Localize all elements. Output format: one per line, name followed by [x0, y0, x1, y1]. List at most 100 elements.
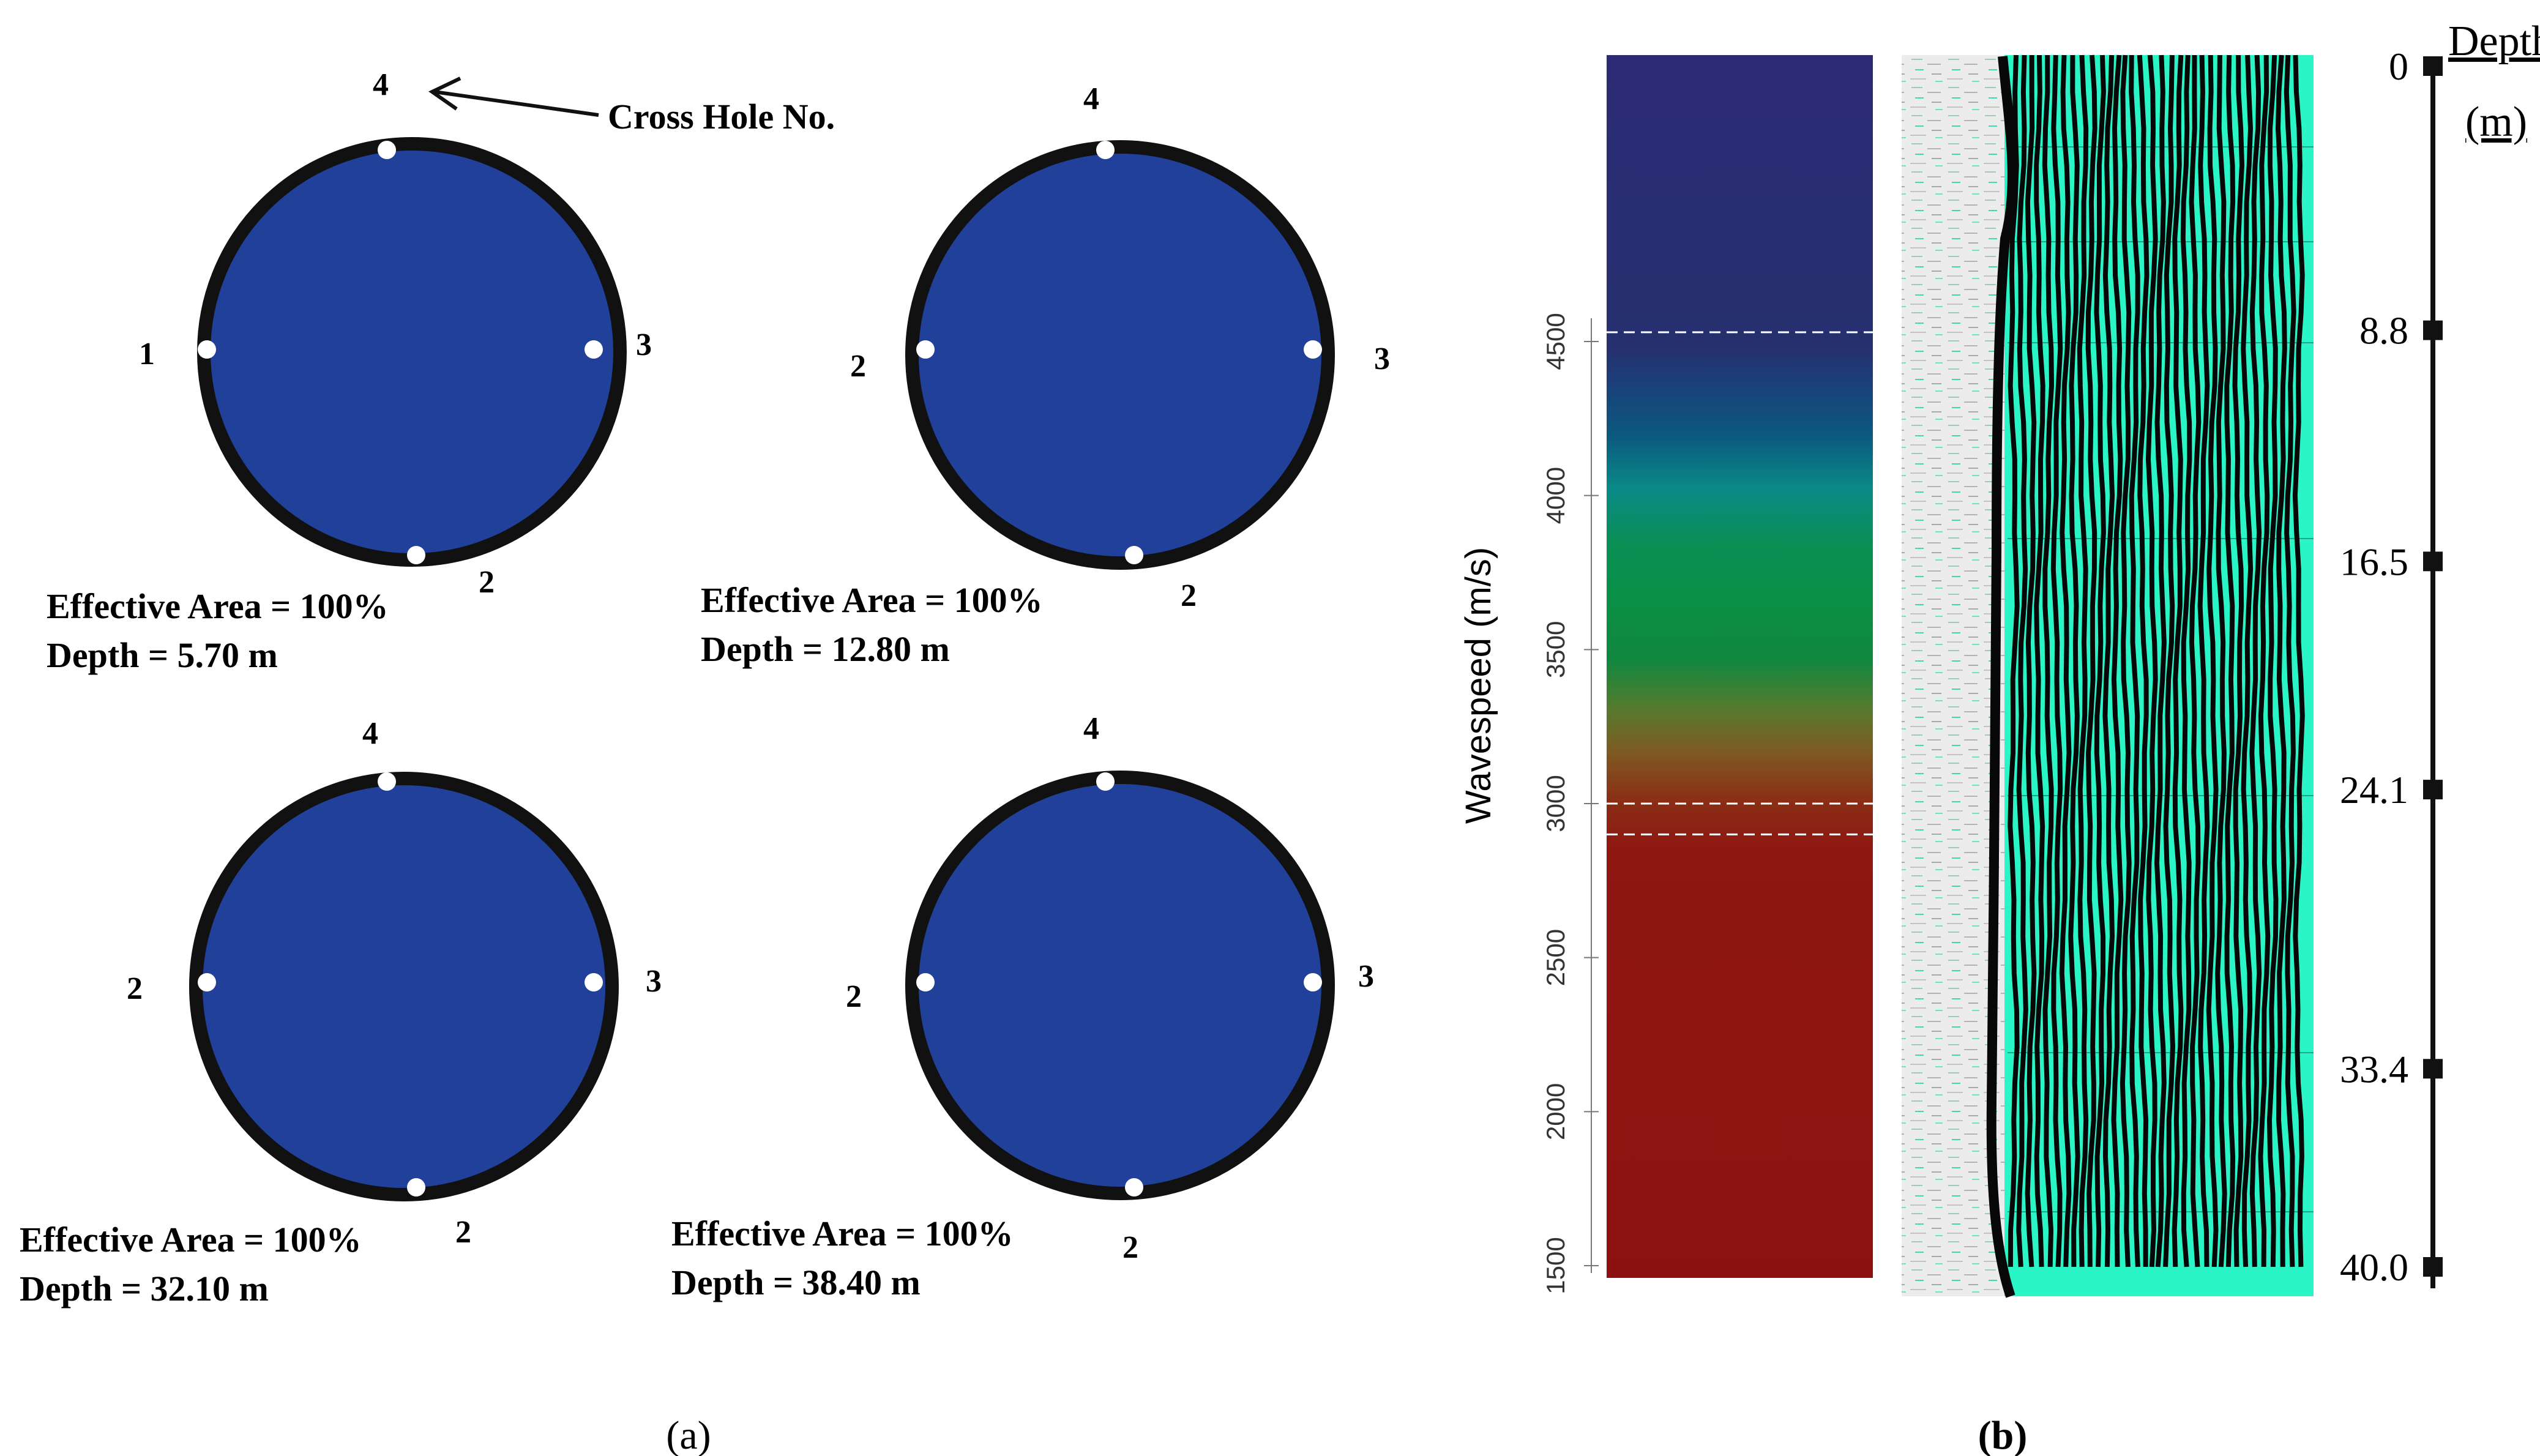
effective-area-text: Effective Area = 100% [701, 580, 1043, 620]
seismic-trace-line [2180, 54, 2192, 1267]
depth-mark-label: 33.4 [2340, 1047, 2408, 1091]
depth-mark-label: 0 [2389, 45, 2408, 88]
cross-hole-left [198, 973, 216, 991]
seismic-trace-line [2068, 54, 2080, 1267]
cross-hole-annotation: Cross Hole No. [428, 77, 835, 136]
cross-hole-right [585, 340, 603, 359]
seismic-trace-line [2258, 54, 2271, 1267]
seismic-trace-line [2224, 54, 2236, 1267]
seismic-trace-line [2008, 54, 2020, 1267]
colorbar-gradient [1607, 55, 1873, 1278]
seismic-trace-line [2111, 54, 2124, 1267]
pile-cross-section [905, 140, 1335, 570]
depth-text: Depth = 38.40 m [671, 1263, 921, 1302]
hole-label-bottom: 2 [1122, 1230, 1138, 1265]
hole-label-top: 4 [373, 67, 389, 102]
seismic-trace-line [2189, 54, 2202, 1267]
seismic-trace-line [2172, 54, 2184, 1267]
seismic-trace-line [2154, 54, 2167, 1267]
section-5-70m: 4 1 3 2 Effective Area = 100% Depth = 5.… [47, 67, 652, 675]
seismic-trace-line [2059, 54, 2072, 1267]
depth-mark [2423, 780, 2443, 800]
wavespeed-colorbar: 1500 2000 2500 3000 3500 4000 4500 Wavespeed (… [1459, 55, 1873, 1294]
seismic-trace-line [2120, 54, 2132, 1267]
depth-mark [2423, 1257, 2443, 1277]
cross-hole-right [1304, 973, 1322, 991]
hole-label-right: 3 [1374, 342, 1390, 376]
colorbar-ticks: 1500 2000 2500 3000 3500 4000 4500 [1541, 313, 1599, 1294]
hole-label-right: 3 [646, 964, 662, 999]
cross-hole-bottom [1125, 1178, 1143, 1197]
seismic-trace-line [2232, 54, 2245, 1267]
section-32-10m: 4 2 3 2 Effective Area = 100% Depth = 32… [20, 716, 662, 1309]
hole-label-top: 4 [362, 716, 378, 751]
seismic-trace-line [2077, 54, 2089, 1267]
panel-a: 4 1 3 2 Effective Area = 100% Depth = 5.… [20, 67, 1390, 1456]
hole-label-left: 2 [127, 971, 143, 1006]
cross-hole-right [585, 973, 603, 991]
depth-text: Depth = 5.70 m [47, 635, 278, 675]
depth-mark [2423, 56, 2443, 76]
panel-b: 1500 2000 2500 3000 3500 4000 4500 Wavespeed (… [1459, 18, 2540, 1456]
depth-mark [2423, 1059, 2443, 1079]
seismic-trace-line [2145, 54, 2158, 1267]
colorbar-tick-label: 3000 [1541, 775, 1570, 832]
depth-text: Depth = 12.80 m [701, 629, 950, 669]
pile-cross-section [189, 772, 619, 1201]
hole-label-top: 4 [1083, 81, 1099, 116]
hole-label-bottom: 2 [479, 565, 495, 600]
depth-scale: 0 8.8 16.5 24.1 33.4 40.0 Depth (m) [2340, 18, 2540, 1289]
seismic-trace-line [2034, 54, 2045, 1267]
depth-mark [2423, 320, 2443, 340]
depth-unit: (m) [2465, 99, 2527, 146]
depth-marks: 0 8.8 16.5 24.1 33.4 40.0 [2340, 45, 2443, 1289]
depth-mark-label: 16.5 [2340, 540, 2408, 583]
effective-area-text: Effective Area = 100% [20, 1220, 362, 1260]
colorbar-tick-label: 2500 [1541, 929, 1570, 986]
cross-hole-left [916, 340, 935, 359]
first-arrival-boundary [1986, 56, 2017, 1298]
pile-cross-section [905, 771, 1335, 1200]
effective-area-text: Effective Area = 100% [671, 1214, 1014, 1253]
effective-area-text: Effective Area = 100% [47, 586, 389, 626]
seismic-trace-line [2050, 54, 2063, 1267]
seismic-trace-line [2129, 54, 2140, 1267]
cross-hole-top [378, 141, 396, 159]
panel-b-label: (b) [1978, 1413, 2028, 1456]
colorbar-tick-label: 2000 [1541, 1083, 1570, 1140]
hole-label-left: 2 [850, 349, 866, 384]
seismic-trace-line [2042, 54, 2055, 1267]
annotation-text: Cross Hole No. [608, 97, 835, 136]
seismic-traces [2004, 54, 2314, 1296]
seismic-trace-line [2163, 54, 2176, 1267]
depth-mark-label: 40.0 [2340, 1245, 2408, 1289]
colorbar-tick-label: 1500 [1541, 1237, 1570, 1294]
annotation-arrow-line [434, 90, 599, 117]
seismic-trace-line [2085, 54, 2097, 1267]
seismic-trace-line [2292, 54, 2305, 1267]
depth-text: Depth = 32.10 m [20, 1269, 269, 1309]
cross-hole-bottom [407, 1178, 425, 1197]
hole-label-bottom: 2 [1181, 578, 1197, 613]
annotation-arrow-head [428, 77, 461, 111]
pile-cross-section [197, 137, 627, 567]
cross-hole-right [1304, 340, 1322, 359]
cross-hole-top [1096, 772, 1115, 791]
colorbar-tick-label: 3500 [1541, 621, 1570, 678]
depth-title: Depth [2448, 18, 2540, 65]
seismic-trace-line [2016, 54, 2028, 1267]
hole-label-right: 3 [636, 327, 652, 362]
colorbar-tick-label: 4000 [1541, 467, 1570, 524]
seismic-trace-line [2284, 54, 2296, 1267]
depth-mark-label: 24.1 [2340, 768, 2408, 812]
seismic-trace-line [2266, 54, 2279, 1267]
depth-mark [2423, 551, 2443, 572]
seismic-trace-line [2025, 55, 2037, 1267]
seismic-trace-line [2137, 54, 2150, 1267]
seismic-trace-line [2241, 54, 2254, 1267]
hole-label-top: 4 [1083, 711, 1099, 746]
seismic-trace-line [2102, 54, 2115, 1267]
hole-label-bottom: 2 [455, 1215, 471, 1250]
cross-hole-bottom [407, 546, 425, 564]
